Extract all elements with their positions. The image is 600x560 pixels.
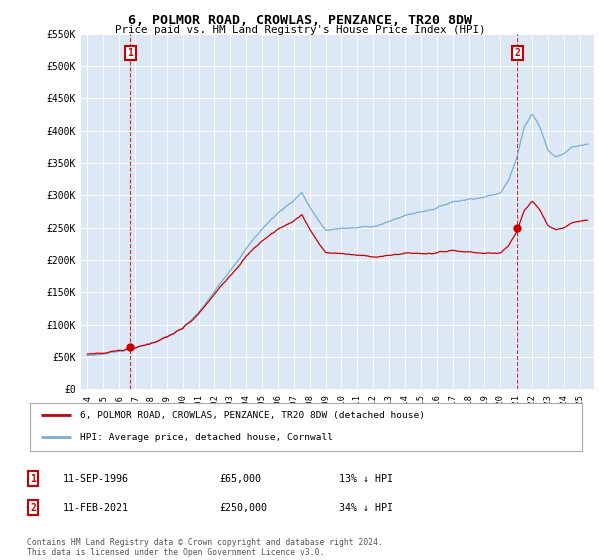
Text: £65,000: £65,000 (219, 474, 261, 484)
Text: 1: 1 (127, 48, 133, 58)
Text: 13% ↓ HPI: 13% ↓ HPI (339, 474, 393, 484)
Text: 11-SEP-1996: 11-SEP-1996 (63, 474, 129, 484)
Text: £250,000: £250,000 (219, 503, 267, 513)
Text: Contains HM Land Registry data © Crown copyright and database right 2024.
This d: Contains HM Land Registry data © Crown c… (27, 538, 383, 557)
Text: 2: 2 (30, 503, 36, 513)
Text: 11-FEB-2021: 11-FEB-2021 (63, 503, 129, 513)
Text: Price paid vs. HM Land Registry's House Price Index (HPI): Price paid vs. HM Land Registry's House … (115, 25, 485, 35)
Text: 6, POLMOR ROAD, CROWLAS, PENZANCE, TR20 8DW (detached house): 6, POLMOR ROAD, CROWLAS, PENZANCE, TR20 … (80, 410, 425, 419)
Text: 2: 2 (515, 48, 520, 58)
Text: HPI: Average price, detached house, Cornwall: HPI: Average price, detached house, Corn… (80, 433, 332, 442)
Text: 6, POLMOR ROAD, CROWLAS, PENZANCE, TR20 8DW: 6, POLMOR ROAD, CROWLAS, PENZANCE, TR20 … (128, 14, 472, 27)
Text: 1: 1 (30, 474, 36, 484)
Text: 34% ↓ HPI: 34% ↓ HPI (339, 503, 393, 513)
